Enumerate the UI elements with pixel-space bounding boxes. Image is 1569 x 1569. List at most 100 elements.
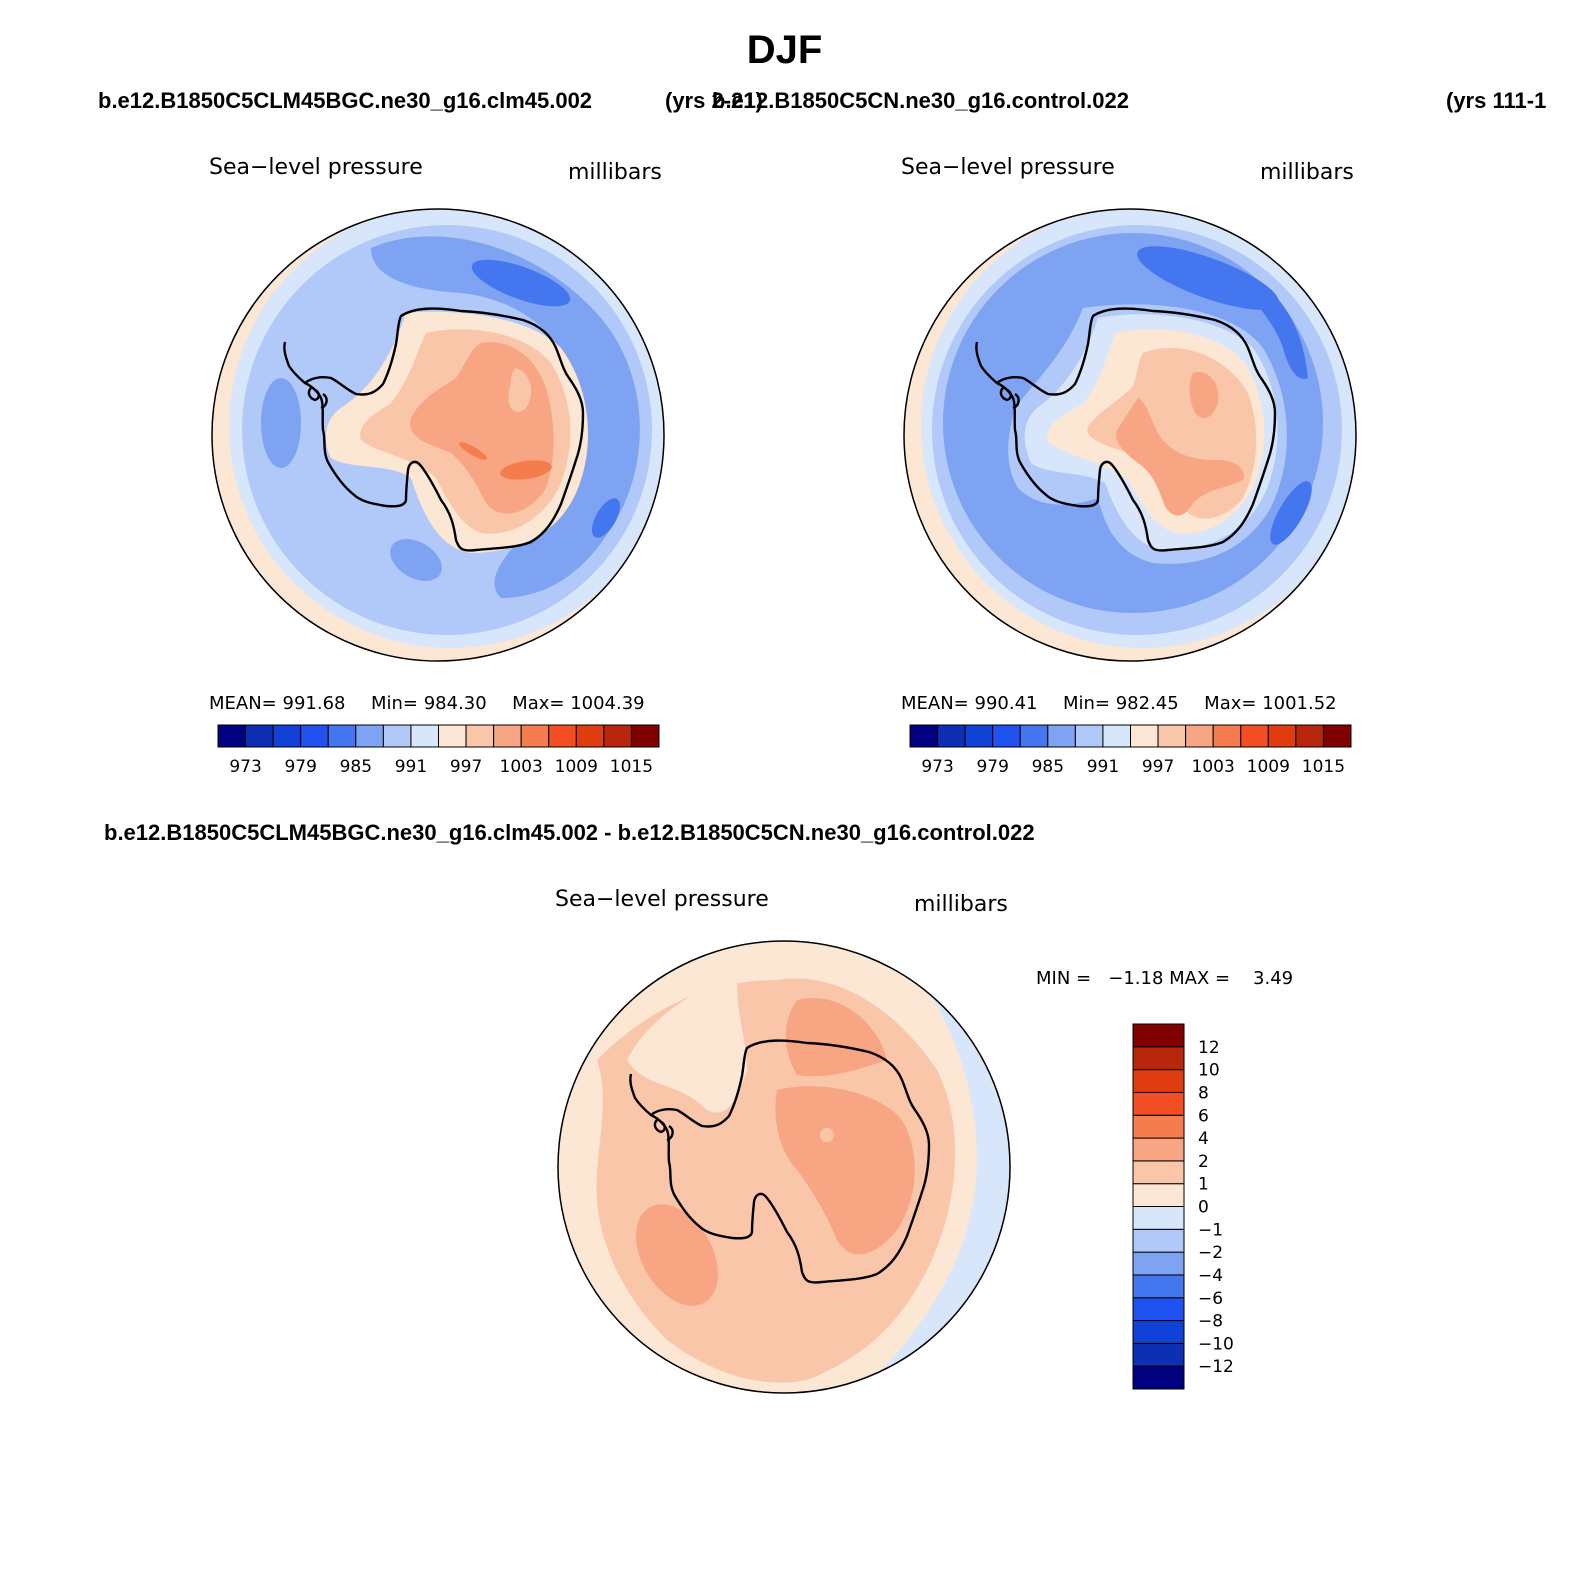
colorbar-swatch bbox=[992, 724, 1021, 748]
colorbar-swatch bbox=[1322, 724, 1352, 748]
case-a-years: (yrs 2-21) bbox=[665, 88, 763, 113]
colorbar-swatch bbox=[1132, 1251, 1185, 1276]
colorbar-tick-label: 4 bbox=[1198, 1129, 1209, 1149]
colorbar-tick-label: 8 bbox=[1198, 1083, 1209, 1103]
colorbar-swatch bbox=[1157, 724, 1187, 748]
panel-b-colorbar: 973 979 985 991 997 1003 1009 1015 bbox=[909, 724, 1352, 777]
map-b-land-1003 bbox=[1116, 398, 1244, 516]
panel-a-colorbar: 973 979 985 991 997 1003 1009 1015 bbox=[217, 724, 660, 777]
colorbar-swatch bbox=[382, 724, 412, 748]
colorbar-swatch bbox=[1132, 1342, 1185, 1367]
colorbar-swatch bbox=[1102, 724, 1131, 748]
mean-label: MEAN= bbox=[901, 693, 969, 714]
colorbar-tick-label: 1003 bbox=[500, 757, 543, 777]
map-b-band-985-north bbox=[1137, 246, 1279, 310]
mean-value: 990.41 bbox=[974, 693, 1038, 714]
map-c-band-2-north bbox=[785, 998, 887, 1077]
colorbar-swatch bbox=[1132, 1023, 1185, 1048]
map-c-band-0-inner bbox=[627, 980, 747, 1113]
map-b-land-1003-b bbox=[1189, 372, 1219, 419]
mean-label: MEAN= bbox=[209, 693, 277, 714]
case-b-name: b.e12.B1850C5CN.ne30_g16.control.022 bbox=[712, 88, 1129, 113]
colorbar-swatch bbox=[1132, 1183, 1185, 1207]
colorbar-tick-label: −2 bbox=[1198, 1243, 1223, 1263]
colorbar-swatch bbox=[300, 724, 329, 748]
panel-a-stats: MEAN= 991.68 Min= 984.30 Max= 1004.39 bbox=[209, 693, 645, 714]
colorbar-swatch bbox=[548, 724, 577, 748]
colorbar-tick-label: 1015 bbox=[1302, 757, 1345, 777]
colorbar-swatch bbox=[1132, 1114, 1185, 1139]
colorbar-tick-label: −12 bbox=[1198, 1357, 1234, 1377]
colorbar-tick-label: 985 bbox=[1032, 757, 1064, 777]
map-a-band-985-north bbox=[471, 259, 571, 307]
colorbar-tick-label: 2 bbox=[1198, 1152, 1209, 1172]
map-c-spot bbox=[820, 1128, 834, 1142]
max-label: Max= bbox=[1204, 693, 1257, 714]
colorbar-swatch bbox=[465, 724, 495, 748]
colorbar-tick-label: 979 bbox=[976, 757, 1008, 777]
min-label: Min= bbox=[1062, 693, 1110, 714]
colorbar-swatch bbox=[1132, 1160, 1185, 1185]
diff-units: millibars bbox=[914, 892, 1008, 917]
colorbar-swatch bbox=[1240, 724, 1269, 748]
colorbar-swatch bbox=[272, 724, 302, 748]
diff-field: Sea−level pressure bbox=[555, 887, 769, 912]
colorbar-tick-label: 10 bbox=[1198, 1061, 1220, 1081]
panel-a-units: millibars bbox=[568, 160, 662, 185]
colorbar-tick-label: 1009 bbox=[555, 757, 598, 777]
map-a-band-988-east bbox=[371, 236, 640, 598]
colorbar-swatch bbox=[1132, 1365, 1185, 1390]
colorbar-tick-label: 1003 bbox=[1192, 757, 1235, 777]
colorbar-tick-label: 997 bbox=[1142, 757, 1174, 777]
colorbar-swatch bbox=[1295, 724, 1324, 748]
colorbar-swatch bbox=[964, 724, 994, 748]
mean-value: 991.68 bbox=[282, 693, 346, 714]
min-value: 984.30 bbox=[423, 693, 487, 714]
colorbar-swatch bbox=[1132, 1320, 1185, 1344]
max-value: 1001.52 bbox=[1262, 693, 1337, 714]
map-a-band-988-south bbox=[390, 539, 442, 581]
colorbar-swatch bbox=[355, 724, 384, 748]
colorbar-tick-label: −8 bbox=[1198, 1312, 1223, 1332]
colorbar-swatch bbox=[1132, 1228, 1185, 1253]
colorbar-swatch bbox=[520, 724, 550, 748]
colorbar-swatch bbox=[1212, 724, 1242, 748]
panel-b-field: Sea−level pressure bbox=[901, 155, 1115, 180]
colorbar-swatch bbox=[1132, 1046, 1185, 1071]
panel-a-field: Sea−level pressure bbox=[209, 155, 423, 180]
max-value: 1004.39 bbox=[570, 693, 645, 714]
colorbar-swatch bbox=[575, 724, 605, 748]
colorbar-swatch bbox=[1019, 724, 1049, 748]
colorbar-swatch bbox=[1185, 724, 1214, 748]
colorbar-swatch bbox=[1132, 1137, 1185, 1162]
map-a-land-1006-b bbox=[459, 442, 487, 460]
colorbar-swatch bbox=[1047, 724, 1076, 748]
colorbar-swatch bbox=[1074, 724, 1104, 748]
colorbar-swatch bbox=[493, 724, 522, 748]
colorbar-tick-label: −10 bbox=[1198, 1334, 1234, 1354]
case-a-name: b.e12.B1850C5CLM45BGC.ne30_g16.clm45.002 bbox=[98, 88, 593, 113]
map-c-band-2-west bbox=[636, 1204, 718, 1306]
figure-title: DJF bbox=[746, 28, 823, 72]
colorbar-swatch bbox=[1267, 724, 1297, 748]
colorbar-swatch bbox=[1132, 1206, 1185, 1230]
panel-b-stats: MEAN= 990.41 Min= 982.45 Max= 1001.52 bbox=[901, 693, 1337, 714]
min-label: Min= bbox=[370, 693, 418, 714]
colorbar-tick-label: 1009 bbox=[1247, 757, 1290, 777]
colorbar-tick-label: 6 bbox=[1198, 1106, 1209, 1126]
panel-a-map bbox=[211, 208, 665, 662]
map-a-band-985-east bbox=[592, 498, 620, 538]
colorbar-tick-label: 973 bbox=[229, 757, 261, 777]
colorbar-tick-label: −4 bbox=[1198, 1266, 1223, 1286]
colorbar-tick-label: −1 bbox=[1198, 1220, 1223, 1240]
colorbar-swatch bbox=[630, 724, 660, 748]
map-b-band-985-east bbox=[1270, 481, 1312, 545]
colorbar-swatch bbox=[1132, 1091, 1185, 1116]
colorbar-swatch bbox=[1132, 1069, 1185, 1093]
colorbar-swatch bbox=[909, 724, 939, 748]
map-a-land-1000-island bbox=[508, 368, 532, 413]
map-a-land-1006 bbox=[500, 460, 552, 480]
colorbar-tick-label: 973 bbox=[921, 757, 953, 777]
diff-map bbox=[557, 940, 1011, 1394]
colorbar-swatch bbox=[603, 724, 632, 748]
